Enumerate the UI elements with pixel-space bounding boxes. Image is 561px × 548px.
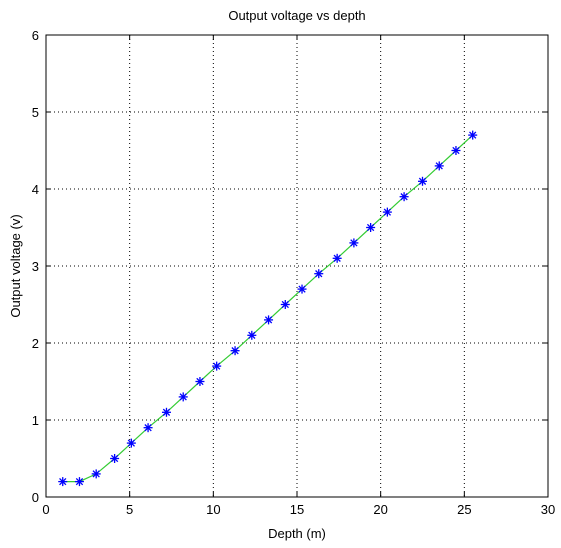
data-point-marker: [247, 330, 257, 340]
data-point-marker: [110, 454, 120, 463]
data-point-marker: [91, 469, 101, 479]
x-axis-label: Depth (m): [268, 526, 326, 541]
data-point-marker: [58, 477, 68, 487]
data-point-marker: [399, 192, 409, 202]
x-tick-label: 25: [457, 502, 471, 517]
y-tick-label: 2: [32, 336, 39, 351]
ticks-layer: 0 5 10 15 20 25 30 0 1 2 3 4 5 6: [32, 28, 555, 517]
data-point-marker: [230, 346, 240, 356]
data-point-marker: [126, 438, 136, 448]
y-tick-label: 6: [32, 28, 39, 43]
x-tick-label: 10: [206, 502, 220, 517]
x-tick-label: 0: [42, 502, 49, 517]
data-point-marker: [332, 253, 342, 263]
data-point-marker: [280, 300, 290, 309]
data-point-marker: [264, 315, 274, 325]
data-point-marker: [195, 377, 205, 386]
data-point-marker: [161, 407, 171, 417]
data-point-marker: [451, 146, 461, 155]
x-tick-label: 30: [541, 502, 555, 517]
x-tick-label: 15: [290, 502, 304, 517]
y-tick-label: 5: [32, 105, 39, 120]
data-point-marker: [366, 223, 376, 232]
data-point-marker: [418, 176, 427, 186]
data-point-marker: [314, 269, 324, 279]
data-point-marker: [349, 238, 359, 248]
chart-title: Output voltage vs depth: [228, 8, 365, 23]
data-point-marker: [297, 284, 307, 294]
data-point-marker: [468, 130, 478, 140]
y-tick-label: 3: [32, 259, 39, 274]
data-point-marker: [143, 423, 153, 433]
data-point-marker: [382, 207, 392, 217]
grid: [46, 35, 548, 497]
data-point-marker: [178, 392, 188, 402]
series-layer: [58, 130, 478, 487]
x-tick-label: 20: [373, 502, 387, 517]
y-axis-label: Output voltage (v): [8, 214, 23, 317]
data-point-marker: [434, 161, 444, 171]
y-tick-label: 4: [32, 182, 39, 197]
y-tick-label: 1: [32, 413, 39, 428]
x-tick-label: 5: [126, 502, 133, 517]
y-tick-label: 0: [32, 490, 39, 505]
data-point-marker: [212, 361, 222, 371]
data-point-marker: [74, 477, 84, 487]
